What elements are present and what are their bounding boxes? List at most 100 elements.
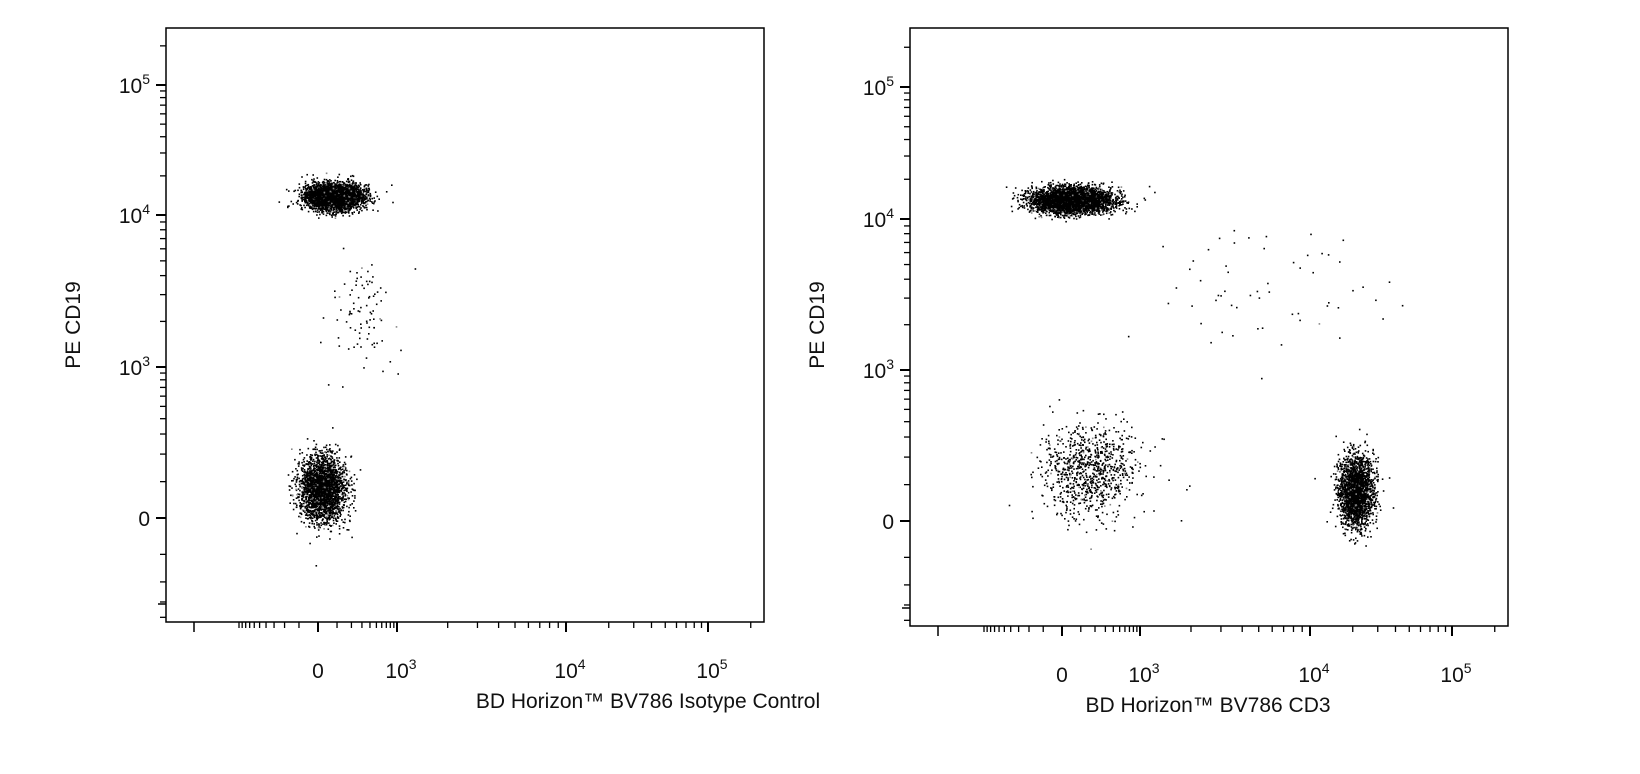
data-point <box>362 195 365 197</box>
data-point <box>307 196 309 199</box>
data-point <box>304 201 307 204</box>
data-point <box>347 181 350 183</box>
data-point <box>343 471 346 474</box>
data-point <box>332 205 334 207</box>
data-point <box>345 200 347 203</box>
data-point <box>313 205 316 207</box>
data-point <box>298 499 300 502</box>
data-point <box>348 215 351 217</box>
data-point <box>341 181 344 183</box>
data-point <box>297 473 299 476</box>
data-point <box>295 481 298 483</box>
data-point <box>307 185 310 188</box>
data-point <box>330 201 333 204</box>
data-point <box>341 188 344 191</box>
data-point <box>336 191 338 193</box>
data-point <box>312 189 315 191</box>
data-point <box>321 209 324 212</box>
data-point <box>351 536 353 539</box>
data-point <box>361 198 364 201</box>
data-point <box>316 205 318 207</box>
data-point <box>300 467 303 469</box>
data-point <box>373 202 375 205</box>
data-point <box>317 195 319 198</box>
data-point <box>344 475 346 478</box>
data-point <box>359 191 361 193</box>
data-point <box>339 207 342 210</box>
data-point <box>313 184 315 186</box>
data-point <box>313 511 316 514</box>
data-point <box>335 517 337 520</box>
data-point <box>365 190 367 193</box>
data-point <box>350 207 352 210</box>
data-point <box>328 199 330 201</box>
data-point <box>378 198 380 200</box>
data-point <box>310 468 312 470</box>
plot-isotype-control: BD Horizon™ BV786 Isotype Control PE CD1… <box>62 27 820 713</box>
data-point <box>365 193 368 195</box>
data-point <box>342 194 345 196</box>
data-point <box>303 199 306 201</box>
data-point <box>337 188 340 191</box>
data-point <box>372 209 374 211</box>
data-point <box>357 192 359 195</box>
data-point <box>327 190 329 192</box>
data-point <box>328 210 330 212</box>
data-point <box>343 205 345 207</box>
scatter-points <box>278 172 417 567</box>
data-point <box>342 192 344 195</box>
data-point <box>311 182 314 184</box>
data-point <box>325 214 328 217</box>
data-point <box>293 502 295 505</box>
data-point <box>342 196 345 199</box>
data-point <box>320 205 323 208</box>
data-point <box>298 195 300 198</box>
data-point <box>322 199 324 202</box>
data-point <box>354 187 357 189</box>
data-point <box>345 190 347 193</box>
data-point <box>290 200 293 203</box>
data-point <box>311 206 313 208</box>
data-point <box>344 203 347 205</box>
data-point <box>366 195 369 198</box>
data-point <box>318 187 320 190</box>
data-point <box>339 197 342 199</box>
data-point <box>328 189 330 191</box>
data-point <box>342 481 345 483</box>
data-point <box>346 189 349 191</box>
data-point <box>312 210 315 213</box>
data-point <box>278 201 281 203</box>
data-point <box>356 192 358 195</box>
data-point <box>342 185 345 188</box>
data-point <box>325 199 327 202</box>
data-point <box>320 189 322 191</box>
data-point <box>357 184 360 187</box>
data-point <box>304 187 307 190</box>
data-point <box>302 458 305 461</box>
data-point <box>330 197 332 200</box>
data-point <box>339 200 341 203</box>
data-point <box>322 189 325 191</box>
data-point <box>300 189 302 192</box>
data-point <box>312 202 315 205</box>
data-point <box>325 515 328 518</box>
data-point <box>287 205 289 208</box>
data-point <box>366 189 368 192</box>
data-point <box>318 205 321 208</box>
data-point <box>343 203 345 206</box>
data-point <box>308 191 310 193</box>
data-point <box>325 184 328 187</box>
data-point <box>365 206 368 209</box>
data-point <box>344 189 347 191</box>
data-point <box>326 461 329 463</box>
data-point <box>290 494 292 497</box>
data-point <box>352 207 355 209</box>
data-point <box>349 484 351 487</box>
data-point <box>351 182 354 185</box>
data-point <box>315 202 318 205</box>
data-point <box>349 192 351 194</box>
data-point <box>311 178 313 181</box>
data-point <box>367 194 370 197</box>
data-point <box>324 188 327 190</box>
data-point <box>310 202 312 204</box>
